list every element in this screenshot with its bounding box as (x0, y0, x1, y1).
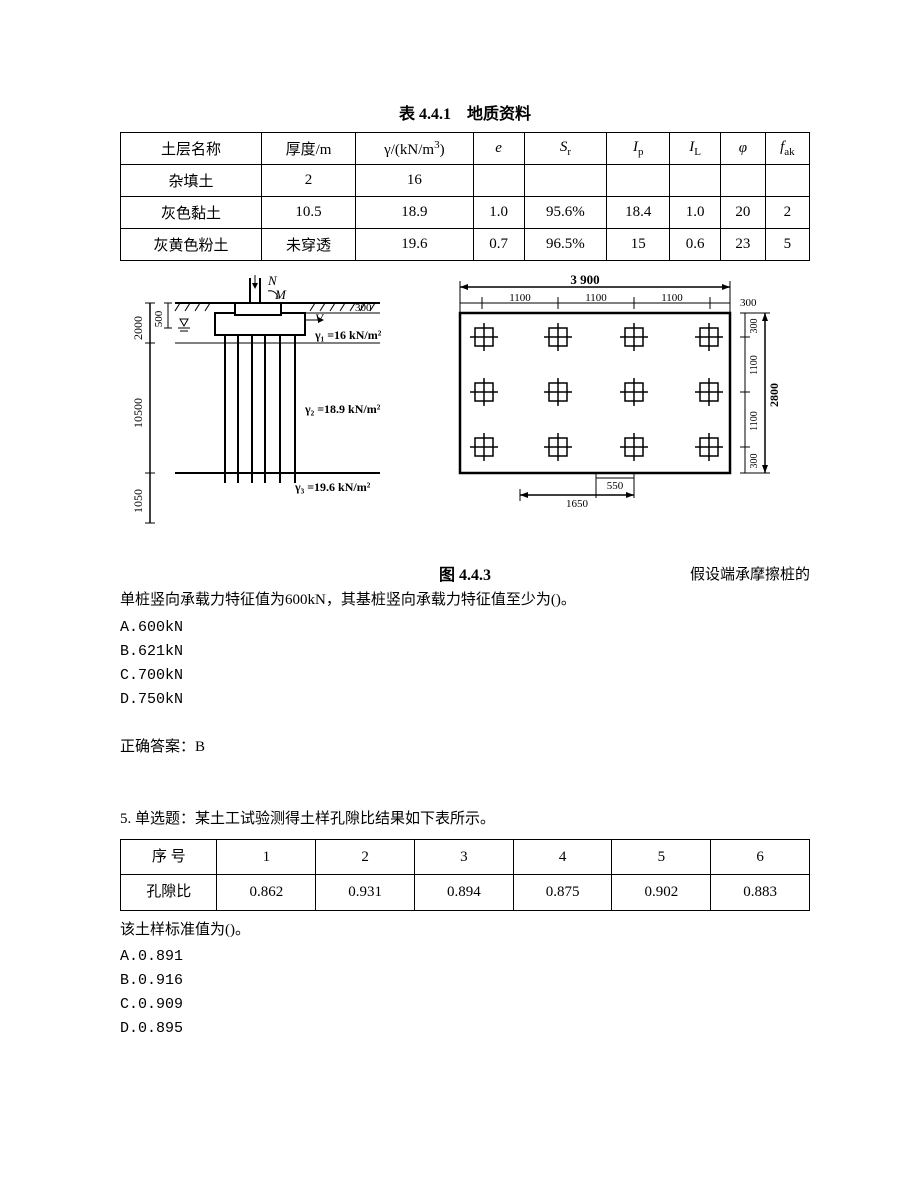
table-row: 灰色黏土 10.5 18.9 1.0 95.6% 18.4 1.0 20 2 (121, 197, 810, 229)
table1-title: 表 4.4.1 地质资料 (120, 100, 810, 124)
col-sr: Sr (524, 133, 607, 165)
col-fak: fak (765, 133, 809, 165)
svg-text:300: 300 (740, 297, 757, 309)
svg-text:M: M (274, 287, 287, 302)
svg-text:300: 300 (355, 302, 372, 314)
option-c: C.700kN (120, 664, 810, 688)
page-content: 表 4.4.1 地质资料 土层名称 厚度/m γ/(kN/m3) e Sr Ip… (0, 0, 920, 1101)
svg-text:γ₃ =19.6 kN/m²: γ₃ =19.6 kN/m² (294, 480, 371, 494)
col-phi: φ (720, 133, 765, 165)
q4-answer: 正确答案：B (120, 736, 810, 759)
col-thickness: 厚度/m (261, 133, 355, 165)
col-name: 土层名称 (121, 133, 262, 165)
option-c: C.0.909 (120, 993, 810, 1017)
table-row: 孔隙比 0.862 0.931 0.894 0.875 0.902 0.883 (121, 875, 810, 911)
svg-text:γ₁ =16 kN/m²: γ₁ =16 kN/m² (314, 328, 382, 342)
svg-text:1100: 1100 (749, 411, 760, 431)
q5-options: A.0.891 B.0.916 C.0.909 D.0.895 (120, 945, 810, 1041)
col-ip: Ip (607, 133, 670, 165)
svg-text:1100: 1100 (509, 292, 531, 304)
q4-lead-1: 假设端承摩擦桩的 (690, 563, 810, 584)
svg-text:2000: 2000 (131, 316, 145, 340)
svg-text:1100: 1100 (585, 292, 607, 304)
svg-text:N: N (267, 273, 278, 288)
cross-section: 2000 10500 1050 500 (131, 273, 382, 523)
table-row: 杂填土 2 16 (121, 165, 810, 197)
table-row: 灰黄色粉土 未穿透 19.6 0.7 96.5% 15 0.6 23 5 (121, 229, 810, 261)
svg-text:3 900: 3 900 (570, 273, 599, 287)
svg-text:1100: 1100 (749, 355, 760, 375)
option-d: D.750kN (120, 688, 810, 712)
q4-lead-2: 单桩竖向承载力特征值为600kN，其基桩竖向承载力特征值至少为()。 (120, 589, 810, 612)
void-ratio-table: 序 号 1 2 3 4 5 6 孔隙比 0.862 0.931 0.894 0.… (120, 839, 810, 911)
question-5: 5. 单选题：某土工试验测得土样孔隙比结果如下表所示。 序 号 1 2 3 4 … (120, 808, 810, 1041)
engineering-diagram: 2000 10500 1050 500 (120, 273, 810, 553)
col-e: e (473, 133, 524, 165)
svg-text:1650: 1650 (566, 498, 589, 510)
option-b: B.621kN (120, 640, 810, 664)
table-header-row: 土层名称 厚度/m γ/(kN/m3) e Sr Ip IL φ fak (121, 133, 810, 165)
table-row: 序 号 1 2 3 4 5 6 (121, 839, 810, 875)
option-b: B.0.916 (120, 969, 810, 993)
svg-text:10500: 10500 (131, 398, 145, 428)
svg-text:1050: 1050 (131, 489, 145, 513)
svg-text:γ₂ =18.9 kN/m²: γ₂ =18.9 kN/m² (304, 402, 381, 416)
svg-text:550: 550 (607, 480, 624, 492)
option-a: A.0.891 (120, 945, 810, 969)
q5-text-after: 该土样标准值为()。 (120, 919, 810, 942)
svg-text:300: 300 (749, 454, 760, 469)
q4-options: A.600kN B.621kN C.700kN D.750kN (120, 616, 810, 712)
svg-text:1100: 1100 (661, 292, 683, 304)
q5-prompt: 5. 单选题：某土工试验测得土样孔隙比结果如下表所示。 (120, 808, 810, 831)
col-gamma: γ/(kN/m3) (356, 133, 474, 165)
option-a: A.600kN (120, 616, 810, 640)
svg-text:2800: 2800 (767, 383, 781, 407)
svg-text:500: 500 (153, 310, 165, 327)
geology-table: 土层名称 厚度/m γ/(kN/m3) e Sr Ip IL φ fak 杂填土… (120, 132, 810, 261)
svg-text:300: 300 (749, 319, 760, 334)
plan-view: 3 900 1100 1100 1100 300 (460, 273, 781, 510)
option-d: D.0.895 (120, 1017, 810, 1041)
diagram-svg: 2000 10500 1050 500 (120, 273, 810, 553)
col-il: IL (670, 133, 721, 165)
